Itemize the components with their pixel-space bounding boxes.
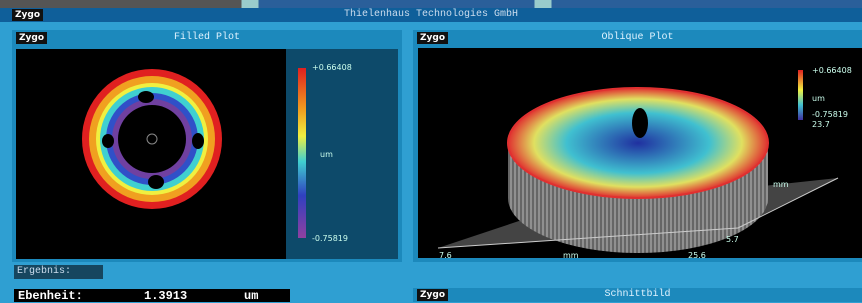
result-row: Ebenheit: 1.3913 um <box>14 289 290 302</box>
scale-extra: 23.7 <box>812 120 830 129</box>
result-unit: um <box>244 289 258 303</box>
scale-max: +0.66408 <box>312 63 352 72</box>
filled-plot <box>16 49 398 259</box>
logo: Zygo <box>417 32 448 44</box>
scale-min: -0.75819 <box>312 234 348 243</box>
axis-end: 25.6 <box>688 251 706 260</box>
axis-value: 5.7 <box>726 235 739 244</box>
panel-title: Filled Plot <box>174 32 240 43</box>
panel-header: Schnittbild <box>413 288 862 302</box>
screen: Zygo Thielenhaus Technologies GmbH Fille… <box>0 0 862 302</box>
panel-header: Filled Plot <box>12 30 402 46</box>
panel-title: Schnittbild <box>604 289 670 300</box>
result-label: Ebenheit: <box>18 289 83 303</box>
axis-unit: mm <box>563 251 579 260</box>
scale-unit: um <box>812 94 825 103</box>
scale-unit: um <box>320 150 333 159</box>
panel-title: Oblique Plot <box>601 32 673 43</box>
top-strip <box>0 0 862 8</box>
logo: Zygo <box>417 289 448 301</box>
panel-header: Oblique Plot <box>413 30 862 46</box>
oblique-plot <box>418 48 862 258</box>
title-bar: Zygo Thielenhaus Technologies GmbH <box>0 8 862 22</box>
axis-start: 7.6 <box>439 251 452 260</box>
logo: Zygo <box>16 32 47 44</box>
axis-unit: mm <box>773 180 789 189</box>
scale-max: +0.66408 <box>812 66 852 75</box>
window-title: Thielenhaus Technologies GmbH <box>0 8 862 22</box>
section-plot-panel: Schnittbild Zygo <box>413 288 862 302</box>
filled-plot-panel: Filled Plot Zygo +0.66408 um -0.75819 <box>12 30 402 262</box>
oblique-plot-panel: Oblique Plot Zygo +0.66408 um -0.75819 2… <box>413 30 862 262</box>
scale-min: -0.75819 <box>812 110 848 119</box>
result-value: 1.3913 <box>144 289 187 303</box>
results-heading: Ergebnis: <box>14 265 103 279</box>
